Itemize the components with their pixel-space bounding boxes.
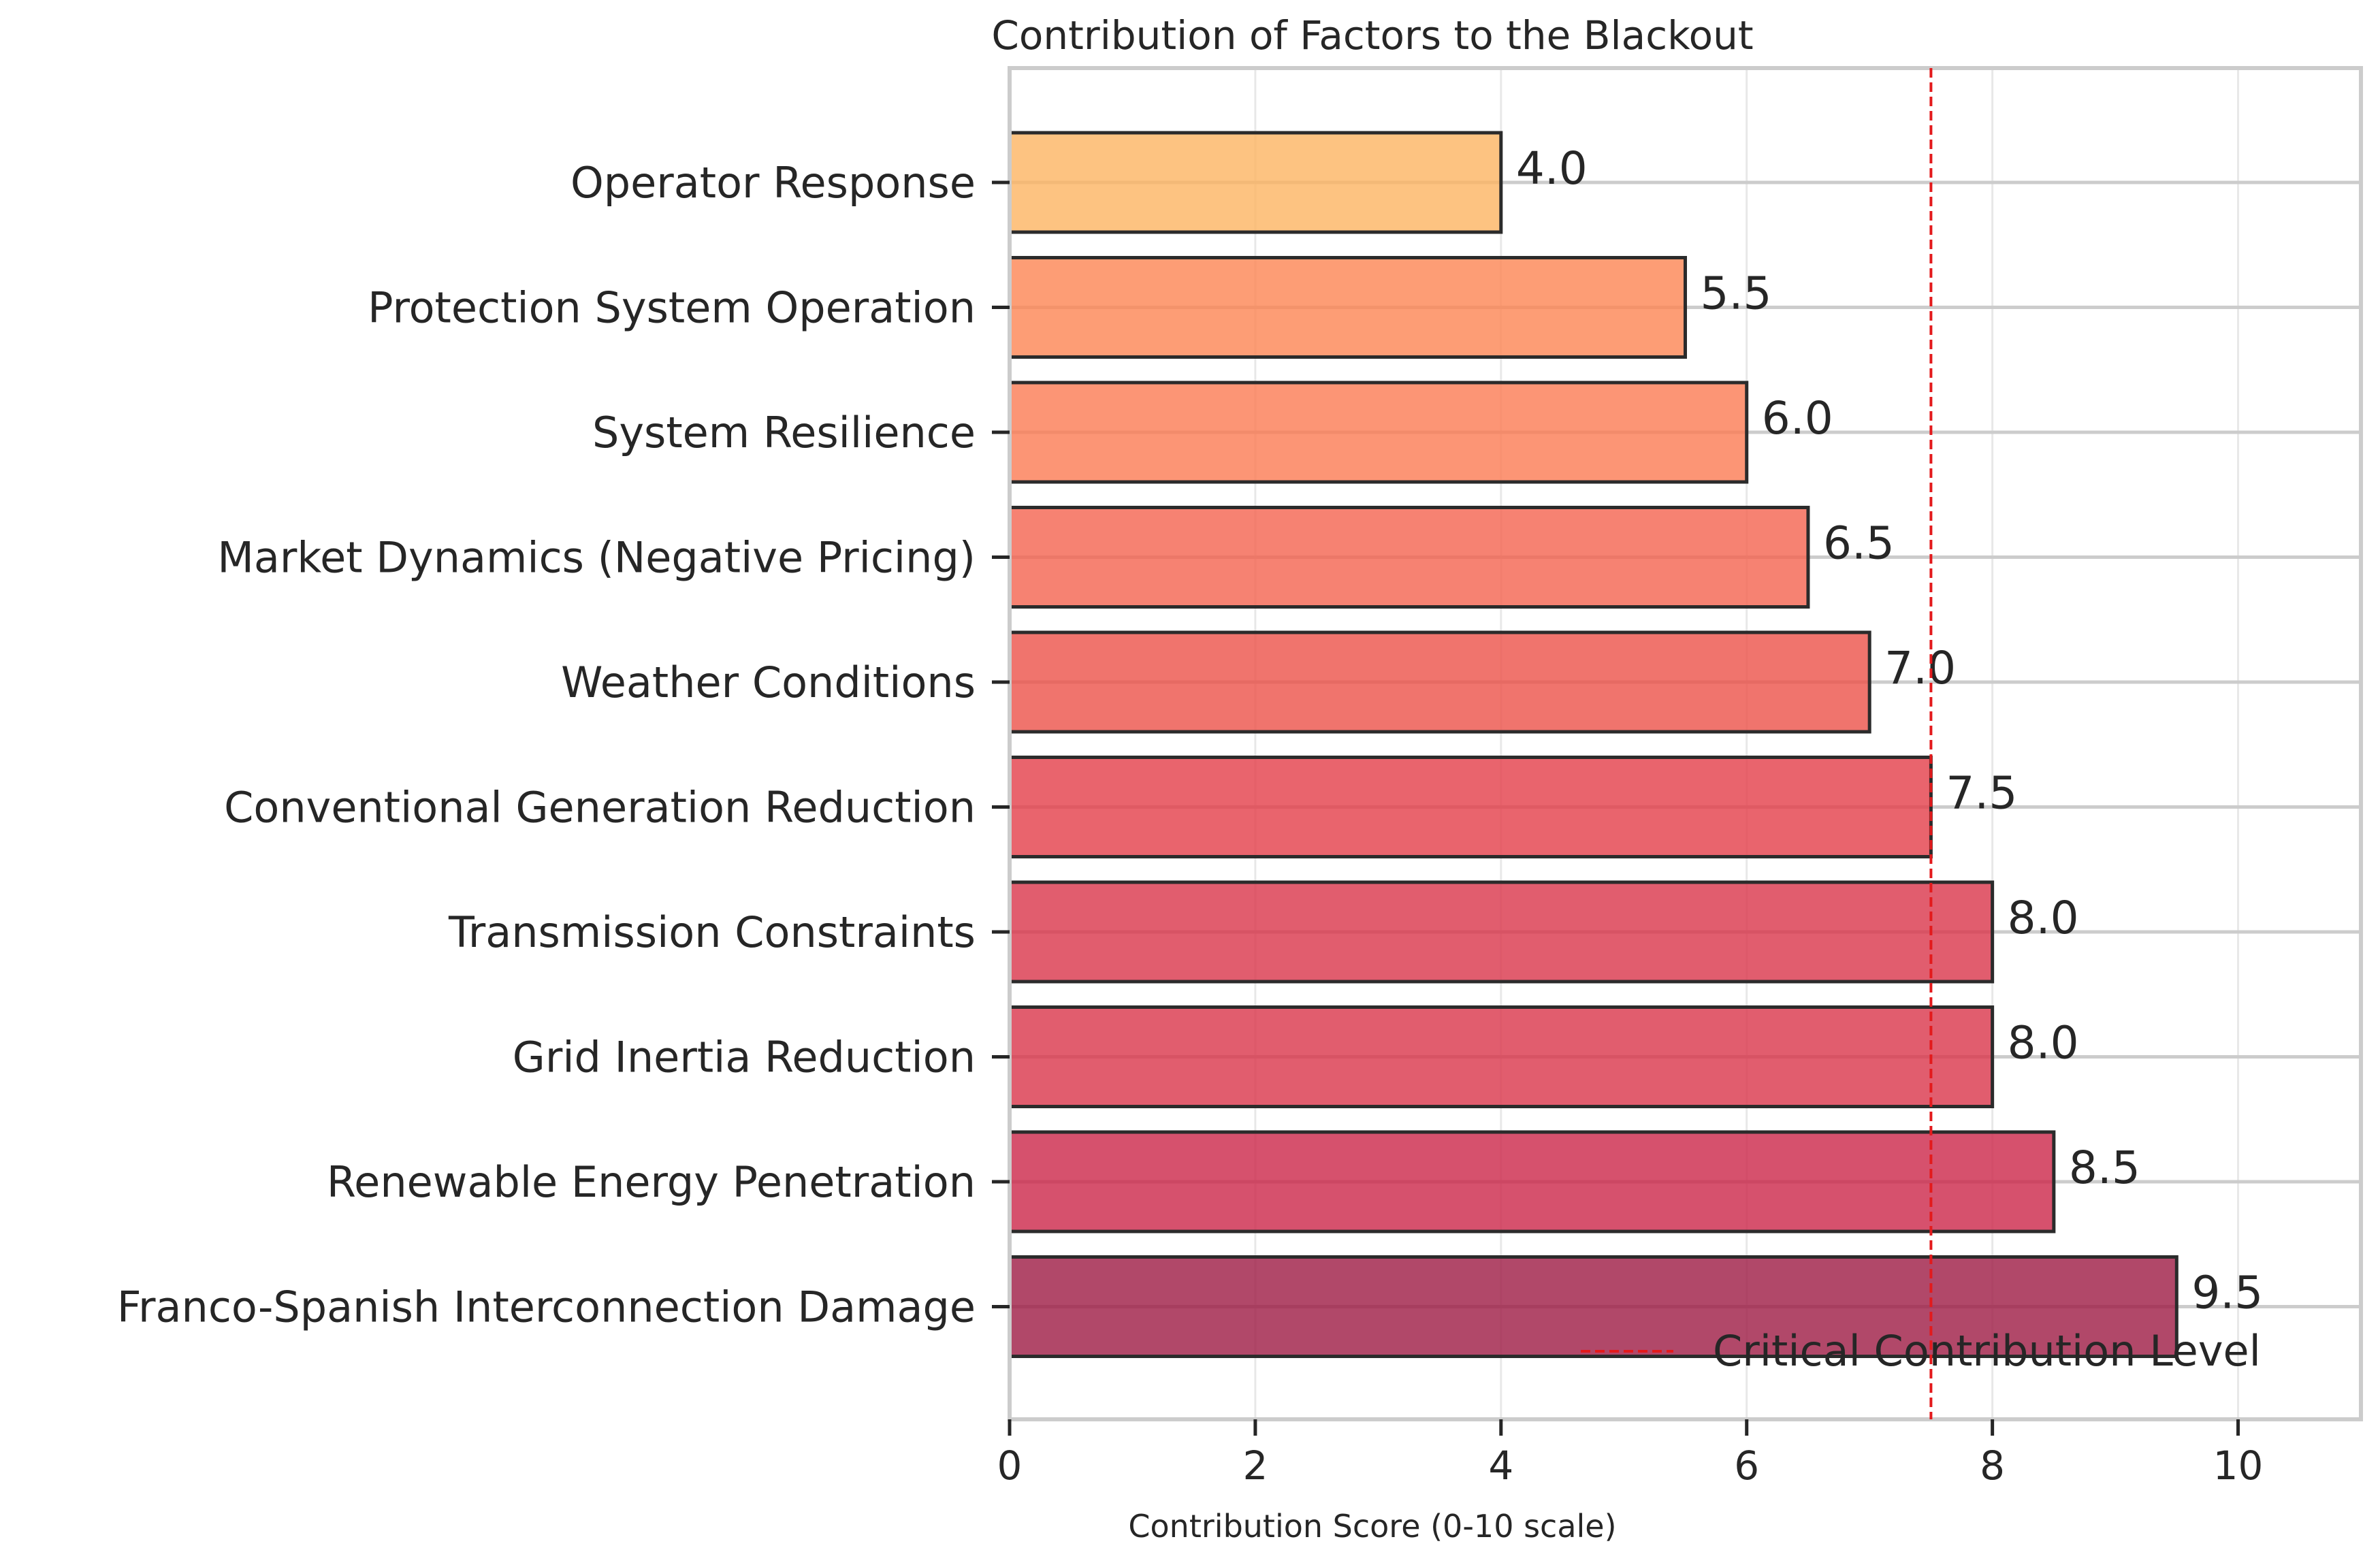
y-tick-label: Market Dynamics (Negative Pricing)	[217, 533, 976, 583]
plot-frame	[1008, 66, 2363, 1421]
y-tick-label: Weather Conditions	[561, 658, 976, 707]
y-tick-label: Protection System Operation	[368, 283, 976, 333]
y-tick-label: Grid Inertia Reduction	[513, 1033, 976, 1082]
bar-value-label: 9.5	[2191, 1267, 2263, 1319]
bar	[1008, 630, 1871, 734]
bar-value-label: 8.5	[2069, 1142, 2140, 1194]
y-tick-label: Transmission Constraints	[448, 907, 976, 957]
bar	[1008, 256, 1687, 359]
y-tick-label: Renewable Energy Penetration	[327, 1157, 976, 1207]
bar-value-label: 6.0	[1762, 392, 1833, 445]
bar-value-label: 7.5	[1946, 767, 2017, 820]
x-tick-label: 6	[1734, 1442, 1759, 1489]
bar-value-label: 7.0	[1884, 642, 1956, 694]
y-tick-label: Operator Response	[570, 158, 976, 208]
chart-title: Contribution of Factors to the Blackout	[991, 12, 1753, 59]
x-tick-label: 0	[997, 1442, 1023, 1489]
x-tick-label: 8	[1980, 1442, 2005, 1489]
legend-label: Critical Contribution Level	[1713, 1326, 2261, 1376]
bar	[1008, 1005, 1995, 1108]
bar-value-label: 8.0	[2008, 892, 2079, 944]
bar	[1008, 756, 1933, 858]
bar-value-label: 8.0	[2008, 1017, 2079, 1069]
bar	[1008, 1130, 2056, 1233]
bar	[1008, 381, 1749, 484]
bar	[1008, 506, 1810, 609]
bar-value-label: 5.5	[1701, 268, 1772, 320]
bar	[1008, 880, 1995, 984]
x-tick-label: 10	[2213, 1442, 2264, 1489]
bar-value-label: 4.0	[1516, 142, 1588, 195]
y-tick-label: Conventional Generation Reduction	[224, 783, 976, 833]
x-tick-label: 4	[1488, 1442, 1513, 1489]
x-tick-label: 2	[1242, 1442, 1268, 1489]
y-tick-label: System Resilience	[592, 408, 976, 457]
bar	[1008, 1255, 2178, 1358]
bar	[1008, 131, 1503, 234]
bar-value-label: 6.5	[1823, 517, 1895, 570]
y-tick-label: Franco-Spanish Interconnection Damage	[117, 1282, 976, 1332]
x-axis-label: Contribution Score (0-10 scale)	[1128, 1508, 1616, 1545]
